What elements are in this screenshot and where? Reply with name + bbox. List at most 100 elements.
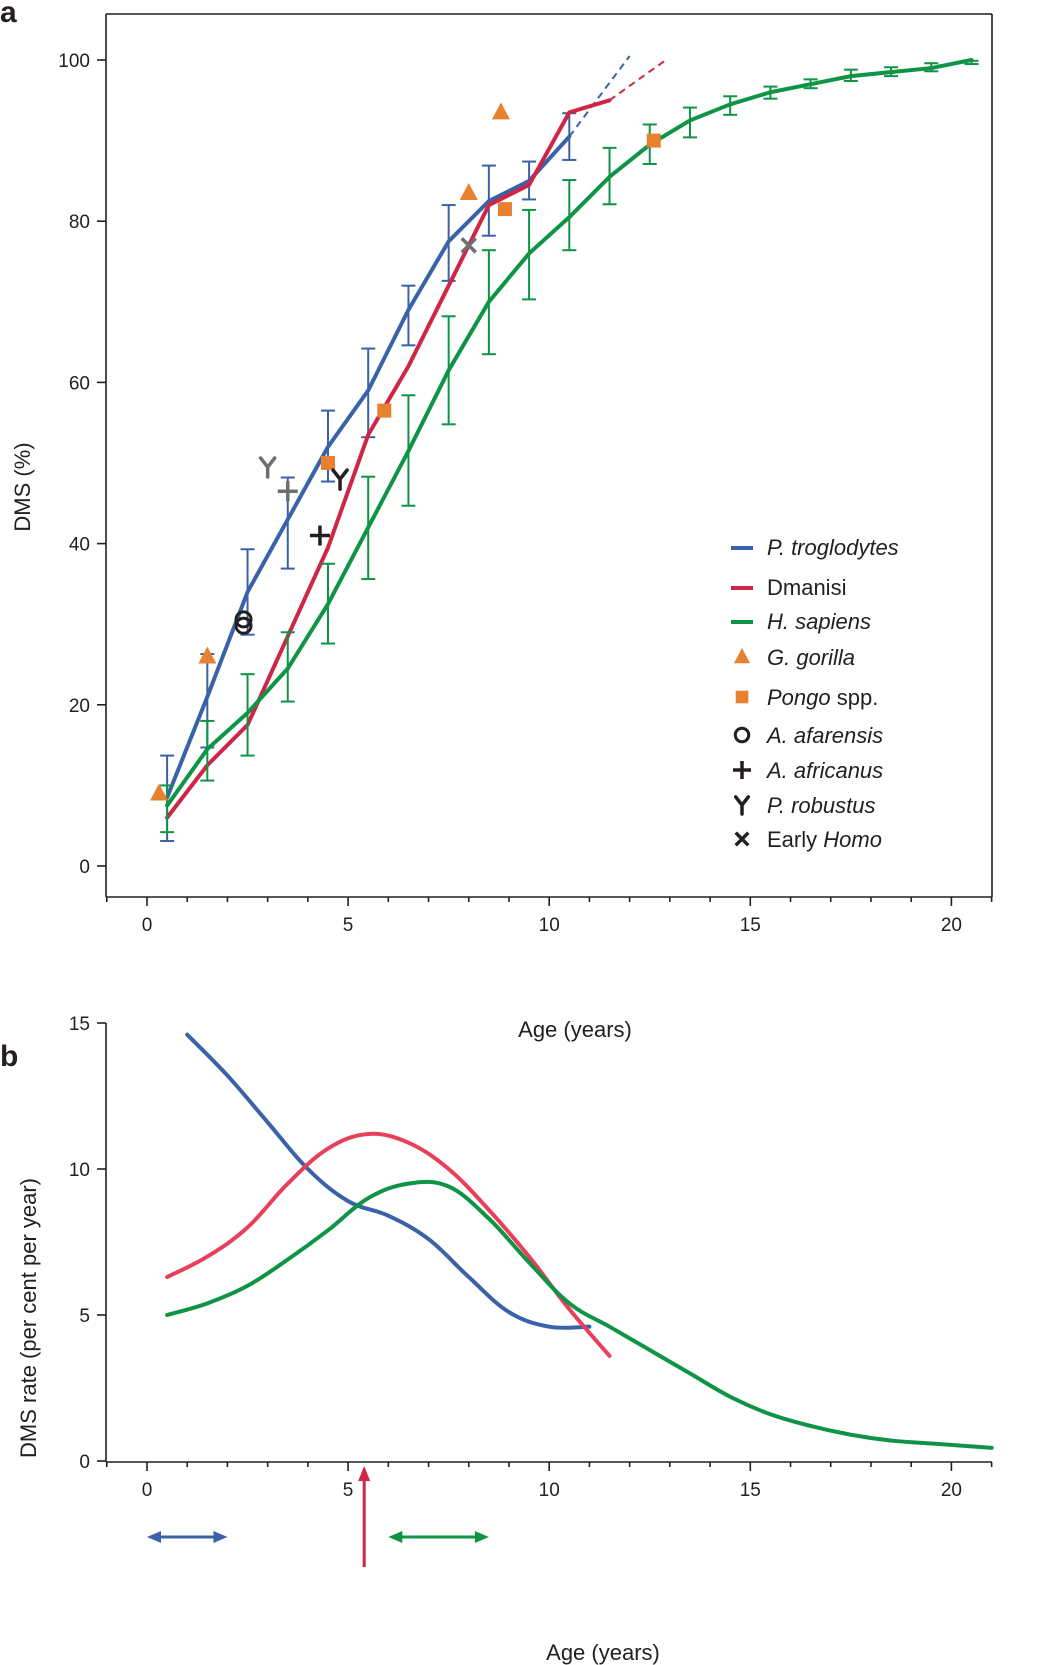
panel-b-y-tick-label: 15 <box>69 1014 90 1035</box>
panel-a-points <box>150 102 661 801</box>
sapiens-rate-curve <box>165 1179 994 1450</box>
legend-label: P. robustus <box>767 793 875 818</box>
panel-b-ticks: 0 5 10 15 20 0 5 10 15 <box>69 1014 993 1501</box>
legend-swatch-marker <box>733 761 751 779</box>
panel-a-legend: P. troglodytes Dmanisi H. sapiens G. gorill… <box>731 535 899 852</box>
legend-label-suffix: spp. <box>831 685 879 710</box>
legend-label-main: P. robustus <box>767 793 875 818</box>
legend-swatch-marker <box>733 795 751 816</box>
dmanisi-age-arrow <box>358 1466 371 1567</box>
robustus-point <box>331 468 349 491</box>
panel-b-x-axis-label: Age (years) <box>546 1640 660 1665</box>
legend-item: G. gorilla <box>733 645 855 670</box>
legend-item: Dmanisi <box>731 575 846 600</box>
troglodytes-rate-curve <box>185 1032 592 1330</box>
legend-label: G. gorilla <box>767 645 855 670</box>
legend-item: Early Homo <box>734 827 882 852</box>
legend-item: P. troglodytes <box>731 535 899 560</box>
panel-a-y-tick-label: 80 <box>69 212 90 233</box>
panel-letter-a: a <box>0 0 17 29</box>
dmanisi-dashed-extension <box>608 59 667 102</box>
legend-label: Early Homo <box>767 827 882 852</box>
legend-label: A. afarensis <box>765 723 883 748</box>
legend-swatch-marker <box>733 726 751 744</box>
legend-label: A. africanus <box>765 758 883 783</box>
afarensis-point <box>234 616 253 635</box>
robustus_cross_grey-point <box>277 481 298 502</box>
gorilla-point <box>459 182 478 200</box>
panel-b-x-tick-label: 0 <box>142 1480 153 1501</box>
early_homo-point-b <box>460 237 477 254</box>
panel-b-y-tick-label: 0 <box>79 1452 90 1473</box>
legend-swatch-marker-b <box>734 831 750 847</box>
panel-a-y-tick-label: 20 <box>69 696 90 717</box>
legend-swatch-marker <box>735 690 749 704</box>
legend-label-main: H. sapiens <box>767 609 871 634</box>
early_homo-point <box>460 237 477 254</box>
legend-item: A. africanus <box>733 758 883 783</box>
troglodytes-age-range-arrow <box>147 1531 228 1543</box>
panel-b-x-tick-label: 5 <box>343 1480 354 1501</box>
legend-swatch-marker <box>733 648 751 664</box>
legend-swatch-marker <box>734 831 750 847</box>
legend-label-main: A. afarensis <box>765 723 883 748</box>
panel-b-y-tick-label: 5 <box>79 1306 90 1327</box>
panel-b-y-tick-label: 10 <box>69 1160 90 1181</box>
gorilla-point <box>198 646 217 664</box>
legend-label-main: Dmanisi <box>767 575 846 600</box>
legend-item: H. sapiens <box>731 609 871 634</box>
pongo-point <box>320 456 335 470</box>
panel-a-y-tick-label: 0 <box>79 857 90 878</box>
legend-label: Dmanisi <box>767 575 846 600</box>
panel-a: a 0 5 10 15 20 0 20 40 60 80 100 Age (years) DMS (… <box>0 0 993 1042</box>
dmanisi-line <box>165 98 612 820</box>
robustus_grey-point <box>258 456 277 479</box>
panel-a-x-tick-label: 5 <box>343 915 354 936</box>
panel-a-x-tick-label: 0 <box>142 915 153 936</box>
gorilla-point <box>150 783 169 801</box>
legend-label-main: Pongo <box>767 685 831 710</box>
troglodytes-dashed-extension <box>568 55 631 138</box>
panel-a-x-tick-label: 10 <box>539 915 560 936</box>
afarensis-point <box>234 610 253 629</box>
panel-b-y-axis-label: DMS rate (per cent per year) <box>16 1178 41 1458</box>
legend-label-main: G. gorilla <box>767 645 855 670</box>
arrow-head-right <box>213 1531 228 1543</box>
panel-a-x-tick-label: 15 <box>740 915 761 936</box>
panel-b-series <box>165 1032 994 1450</box>
sapiens-line <box>165 58 974 808</box>
africanus-point <box>309 525 330 546</box>
legend-item: A. afarensis <box>733 723 883 748</box>
legend-label: H. sapiens <box>767 609 871 634</box>
troglodytes-line <box>165 134 572 800</box>
dmanisi-rate-curve <box>165 1131 612 1358</box>
sapiens-age-range-arrow <box>388 1531 489 1543</box>
panel-a-y-axis-label: DMS (%) <box>10 442 35 531</box>
arrow-head-up <box>358 1466 371 1481</box>
panel-a-x-tick-label: 20 <box>941 915 962 936</box>
panel-a-y-tick-label: 40 <box>69 535 90 556</box>
legend-label-main: Early <box>767 827 823 852</box>
panel-a-axes <box>105 13 993 898</box>
legend-item: P. robustus <box>733 793 875 818</box>
legend-label: P. troglodytes <box>767 535 899 560</box>
panel-b-x-tick-label: 10 <box>539 1480 560 1501</box>
arrow-head-right <box>474 1531 489 1543</box>
pongo-point <box>497 202 512 217</box>
panel-a-y-tick-label: 100 <box>58 51 90 72</box>
panel-a-x-axis-label: Age (years) <box>518 1017 632 1042</box>
arrow-head-left <box>388 1531 403 1543</box>
panel-a-y-tick-label: 60 <box>69 373 90 394</box>
legend-label-main: P. troglodytes <box>767 535 899 560</box>
legend-label-main: A. africanus <box>765 758 883 783</box>
panel-b-annotations <box>147 1466 489 1567</box>
arrow-head-left <box>147 1531 161 1543</box>
panel-b: b 0 5 10 15 20 0 5 10 15 Age (years) DMS rate (p… <box>0 1014 994 1665</box>
panel-a-ticks: 0 5 10 15 20 0 20 40 60 80 100 <box>58 51 993 936</box>
legend-label: Pongo spp. <box>767 685 878 710</box>
legend-label-suffix: Homo <box>823 827 882 852</box>
pongo-point <box>377 403 392 418</box>
legend-item: Pongo spp. <box>735 685 878 710</box>
gorilla-point <box>491 102 510 120</box>
